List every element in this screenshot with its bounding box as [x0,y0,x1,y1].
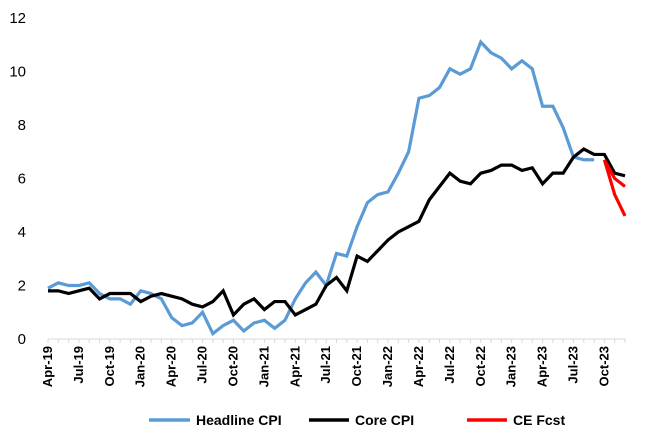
y-tick-label: 2 [18,278,26,295]
x-tick-label: Apr-21 [287,346,302,387]
x-tick-label: Apr-20 [164,346,179,387]
core-cpi-line [48,147,626,318]
legend-item-ce-fcst: CE Fcst [467,412,565,428]
legend: Headline CPI Core CPI CE Fcst [149,412,565,428]
x-tick-label: Jan-23 [504,346,519,387]
x-tick-label: Oct-23 [596,346,611,386]
ce-fcst-line-branch [602,159,627,217]
y-tick-label: 6 [18,171,26,188]
y-tick-label: 8 [18,117,26,134]
x-tick-label: Apr-23 [535,346,550,387]
y-tick-label: 4 [18,224,26,241]
x-tick-label: Jan-21 [256,346,271,387]
x-tick-label: Jul-19 [71,346,86,384]
legend-label: CE Fcst [513,412,565,428]
y-tick-label: 12 [9,10,26,27]
x-tick-label: Jan-22 [380,346,395,387]
x-tick-label: Oct-21 [349,346,364,386]
x-tick-label: Jul-21 [318,346,333,384]
x-tick-label: Jul-23 [565,346,580,384]
x-tick-label: Apr-22 [411,346,426,387]
legend-item-core-cpi: Core CPI [309,412,414,428]
x-tick-label: Oct-20 [225,346,240,386]
x-tick-label: Oct-22 [473,346,488,386]
series-layer [47,39,627,337]
x-tick-label: Jul-22 [442,346,457,384]
axes: 0 2 4 6 8 10 12 Apr-19 Jul-19 Oct-19 Jan-20 Apr-20 J… [9,10,626,387]
legend-item-headline-cpi: Headline CPI [149,412,282,428]
legend-label: Core CPI [355,412,414,428]
legend-label: Headline CPI [196,412,282,428]
x-tick-label: Apr-19 [40,346,55,387]
x-tick-label: Jul-20 [195,346,210,384]
x-tick-label: Jan-20 [133,346,148,387]
headline-cpi-line [47,39,595,337]
y-tick-label: 0 [18,331,26,348]
x-tick-label: Oct-19 [102,346,117,386]
y-tick-label: 10 [9,64,26,81]
